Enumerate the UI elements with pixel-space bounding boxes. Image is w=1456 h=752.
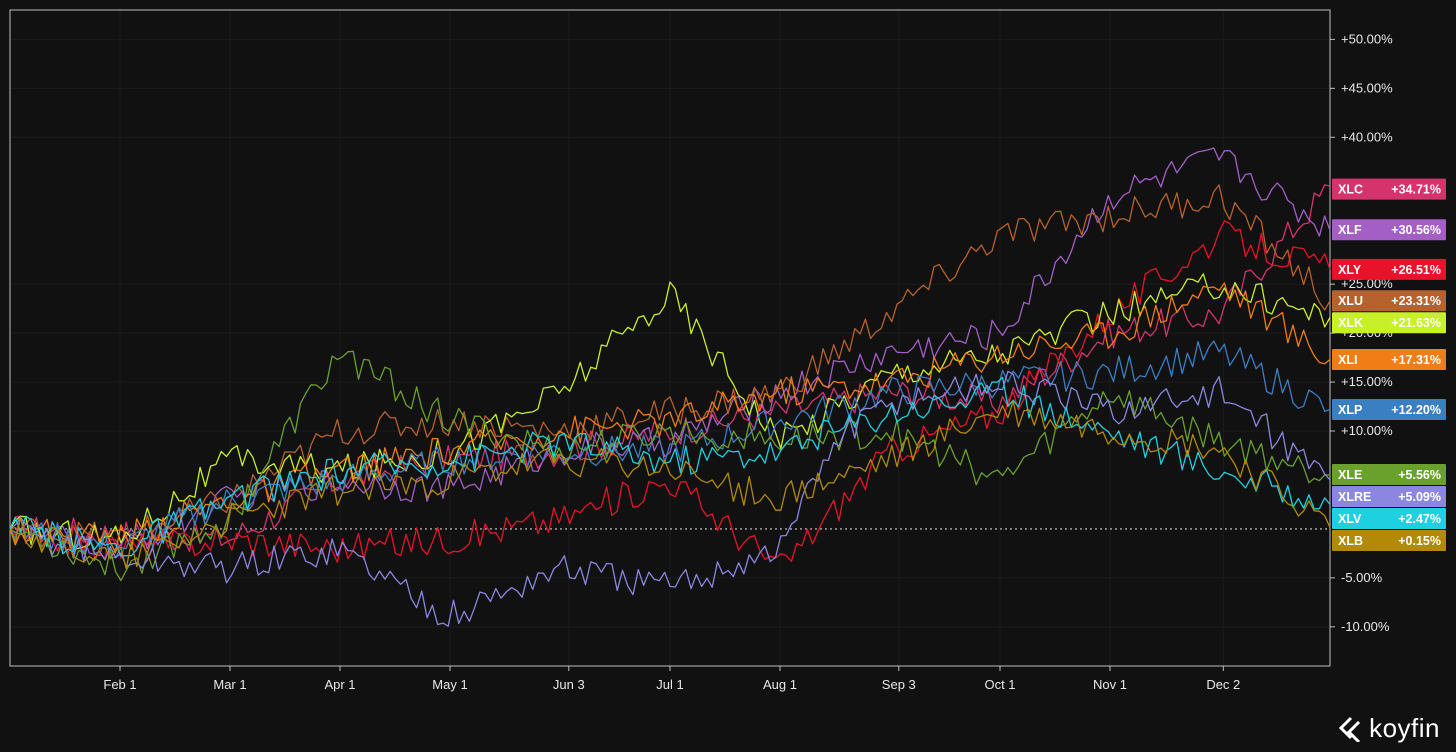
series-tag-value: +30.56% xyxy=(1391,223,1441,237)
series-line-xlp xyxy=(9,340,1331,559)
series-tag-bg xyxy=(1332,485,1446,507)
series-tag-name: XLF xyxy=(1338,223,1362,237)
series-tag-xlu: XLU +23.31% xyxy=(1332,290,1446,312)
x-tick-label: Mar 1 xyxy=(213,677,246,692)
y-tick-label: +50.00% xyxy=(1341,31,1393,46)
series-line-xlf xyxy=(9,147,1331,560)
series-line-xlc xyxy=(9,184,1331,552)
y-tick-label: +10.00% xyxy=(1341,423,1393,438)
y-tick-label: -5.00% xyxy=(1341,570,1383,585)
y-tick-label: +25.00% xyxy=(1341,276,1393,291)
x-tick-label: Sep 3 xyxy=(882,677,916,692)
y-tick-label: +40.00% xyxy=(1341,129,1393,144)
series-tag-bg xyxy=(1332,312,1446,334)
series-tag-name: XLV xyxy=(1338,512,1362,526)
y-tick-label: +45.00% xyxy=(1341,80,1393,95)
series-tag-bg xyxy=(1332,219,1446,241)
series-tag-bg xyxy=(1332,178,1446,200)
series-tag-xlc: XLC +34.71% xyxy=(1332,178,1446,200)
series-line-xlk xyxy=(9,273,1331,551)
series-tag-name: XLK xyxy=(1338,316,1363,330)
series-tag-xly: XLY +26.51% xyxy=(1332,258,1446,280)
series-tag-name: XLE xyxy=(1338,468,1362,482)
x-tick-label: Dec 2 xyxy=(1206,677,1240,692)
series-tag-bg xyxy=(1332,398,1446,420)
koyfin-logo-text: koyfin xyxy=(1369,713,1440,743)
x-tick-label: Feb 1 xyxy=(103,677,136,692)
series-tag-bg xyxy=(1332,463,1446,485)
x-tick-label: Jun 3 xyxy=(553,677,585,692)
series-tag-value: +0.15% xyxy=(1398,534,1441,548)
series-tag-bg xyxy=(1332,290,1446,312)
series-tag-value: +26.51% xyxy=(1391,263,1441,277)
series-tag-value: +12.20% xyxy=(1391,403,1441,417)
series-tag-value: +23.31% xyxy=(1391,294,1441,308)
x-tick-label: May 1 xyxy=(432,677,467,692)
series-tag-xle: XLE +5.56% xyxy=(1332,463,1446,485)
series-tag-value: +17.31% xyxy=(1391,353,1441,367)
series-tag-xlp: XLP +12.20% xyxy=(1332,398,1446,420)
series-tag-name: XLP xyxy=(1338,403,1362,417)
series-tag-name: XLU xyxy=(1338,294,1363,308)
series-line-xlb xyxy=(9,400,1331,570)
series-tag-name: XLRE xyxy=(1338,490,1371,504)
series-tag-bg xyxy=(1332,258,1446,280)
series-tag-value: +34.71% xyxy=(1391,183,1441,197)
x-tick-label: Oct 1 xyxy=(984,677,1015,692)
x-tick-label: Apr 1 xyxy=(324,677,355,692)
koyfin-logo: koyfin xyxy=(1337,713,1440,744)
x-tick-label: Nov 1 xyxy=(1093,677,1127,692)
x-tick-label: Aug 1 xyxy=(763,677,797,692)
series-tag-name: XLI xyxy=(1338,353,1357,367)
series-line-xlv xyxy=(9,376,1331,557)
series-line-xly xyxy=(9,220,1331,564)
y-tick-label: +15.00% xyxy=(1341,374,1393,389)
x-tick-label: Jul 1 xyxy=(656,677,683,692)
series-tag-name: XLB xyxy=(1338,534,1363,548)
series-tag-bg xyxy=(1332,348,1446,370)
series-tag-xlk: XLK +21.63% xyxy=(1332,312,1446,334)
y-tick-label: -10.00% xyxy=(1341,619,1390,634)
series-tag-bg xyxy=(1332,507,1446,529)
koyfin-logo-icon xyxy=(1338,716,1361,742)
series-tag-name: XLC xyxy=(1338,183,1363,197)
series-tag-xlv: XLV +2.47% xyxy=(1332,507,1446,529)
series-tag-name: XLY xyxy=(1338,263,1362,277)
series-tag-value: +2.47% xyxy=(1398,512,1441,526)
series-line-xlu xyxy=(9,184,1331,551)
series-tag-xlb: XLB +0.15% xyxy=(1332,529,1446,551)
series-tag-xlf: XLF +30.56% xyxy=(1332,219,1446,241)
series-line-xlre xyxy=(9,370,1331,627)
series-tag-xlre: XLRE +5.09% xyxy=(1332,485,1446,507)
series-tag-bg xyxy=(1332,529,1446,551)
series-tag-value: +5.09% xyxy=(1398,490,1441,504)
series-tag-value: +5.56% xyxy=(1398,468,1441,482)
series-tag-value: +21.63% xyxy=(1391,316,1441,330)
series-tag-xli: XLI +17.31% xyxy=(1332,348,1446,370)
